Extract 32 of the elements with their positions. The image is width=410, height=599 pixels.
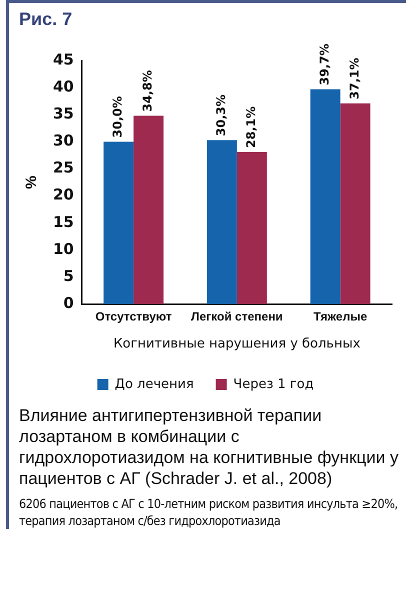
y-tick-label: 45 (53, 50, 74, 68)
y-tick-label: 0 (63, 294, 74, 312)
chart-title: Рис. 7 (19, 8, 72, 29)
x-tick-label: Тяжелые (314, 310, 368, 324)
bar (310, 89, 340, 304)
y-tick-label: 25 (53, 158, 74, 177)
bar (236, 152, 267, 304)
y-tick-label: 5 (63, 266, 74, 285)
legend-label: Через 1 год (233, 376, 314, 392)
data-label: 28,1% (244, 106, 258, 148)
y-tick-label: 40 (53, 78, 74, 96)
x-axis-title: Когнитивные нарушения у больных (113, 336, 361, 352)
bar (206, 140, 237, 304)
y-axis-title: % (23, 176, 40, 189)
data-label: 30,3% (214, 94, 228, 136)
y-tick-label: 10 (53, 240, 74, 258)
y-tick-label: 30 (53, 132, 74, 150)
data-label: 34,8% (140, 70, 155, 112)
text: Влияние антигипертензивной терапии лозартаном в комбинации с гидрохлоротиазидом на когнитивные функции у пациентов с АГ (Schrader J. et al., 2008) (19, 405, 400, 489)
y-tick-label: 20 (53, 186, 74, 204)
y-tick-label: 15 (53, 212, 74, 231)
data-label: 39,7% (317, 44, 332, 86)
legend-label: До лечения (114, 376, 194, 392)
x-tick-label: Легкой степени (191, 310, 283, 324)
bar (104, 142, 134, 304)
x-tick-label: Отсутствуют (95, 310, 172, 324)
y-tick-label: 35 (53, 104, 74, 123)
data-label: 30,0% (110, 96, 125, 138)
bar (134, 116, 164, 304)
text: 6206 пациентов с АГ с 10-летним риском развития инсульта ≥20%, терапия лозартаном с/без гидрохлоротиазида (19, 495, 399, 529)
bar (340, 103, 370, 304)
data-label: 37,1% (347, 58, 362, 100)
